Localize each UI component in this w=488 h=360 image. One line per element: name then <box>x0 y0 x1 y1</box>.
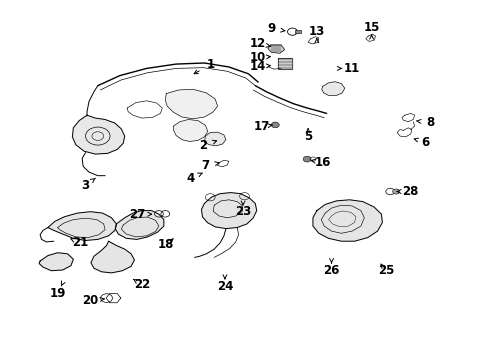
Text: 27: 27 <box>128 208 145 221</box>
Polygon shape <box>165 89 217 119</box>
Text: 16: 16 <box>314 156 330 169</box>
Text: 12: 12 <box>249 37 265 50</box>
Text: 20: 20 <box>82 294 99 307</box>
Text: 5: 5 <box>304 130 311 143</box>
Text: 22: 22 <box>133 278 150 291</box>
Polygon shape <box>321 82 344 95</box>
Polygon shape <box>48 212 116 240</box>
Text: 26: 26 <box>323 264 339 277</box>
Polygon shape <box>312 200 382 241</box>
Text: 3: 3 <box>81 179 89 192</box>
Polygon shape <box>72 115 124 154</box>
Text: 25: 25 <box>377 264 394 277</box>
Text: 15: 15 <box>363 21 379 34</box>
Polygon shape <box>204 132 225 146</box>
Polygon shape <box>277 58 292 69</box>
Polygon shape <box>173 120 207 141</box>
Text: 14: 14 <box>249 60 266 73</box>
Text: 11: 11 <box>343 62 360 75</box>
Polygon shape <box>39 253 73 271</box>
Text: 21: 21 <box>72 237 89 249</box>
Text: 7: 7 <box>201 159 209 172</box>
Text: 28: 28 <box>402 185 418 198</box>
Text: 24: 24 <box>216 280 233 293</box>
Circle shape <box>392 189 399 194</box>
Text: 23: 23 <box>234 205 251 218</box>
Text: 13: 13 <box>308 25 325 38</box>
Bar <box>294 30 300 33</box>
Polygon shape <box>115 211 163 239</box>
Circle shape <box>303 156 310 162</box>
Text: 8: 8 <box>426 116 433 129</box>
Polygon shape <box>201 193 256 229</box>
Polygon shape <box>91 241 134 273</box>
Text: 9: 9 <box>267 22 275 35</box>
Polygon shape <box>267 45 284 53</box>
Circle shape <box>271 122 279 128</box>
Text: 6: 6 <box>421 136 428 149</box>
Text: 10: 10 <box>249 51 266 64</box>
Text: 1: 1 <box>206 58 214 71</box>
Text: 17: 17 <box>253 120 269 133</box>
Text: 19: 19 <box>49 287 66 300</box>
Text: 2: 2 <box>199 139 206 152</box>
Text: 4: 4 <box>186 172 194 185</box>
Text: 18: 18 <box>158 238 174 251</box>
